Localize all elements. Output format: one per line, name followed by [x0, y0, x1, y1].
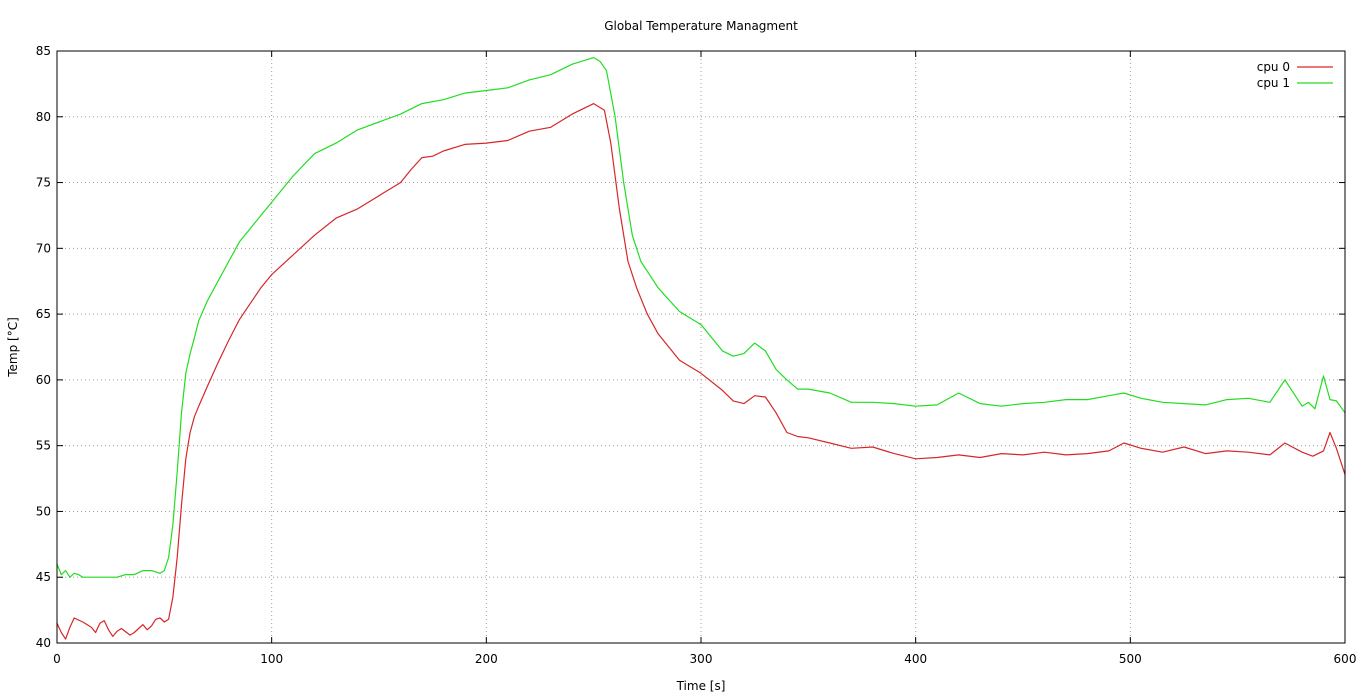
x-tick-label: 200 [475, 652, 498, 666]
y-tick-label: 40 [36, 636, 51, 650]
y-tick-label: 55 [36, 439, 51, 453]
legend-label: cpu 1 [1257, 76, 1290, 90]
y-tick-label: 85 [36, 44, 51, 58]
x-tick-label: 0 [53, 652, 61, 666]
y-tick-label: 45 [36, 570, 51, 584]
y-axis-title: Temp [°C] [6, 317, 20, 378]
y-tick-label: 65 [36, 307, 51, 321]
x-tick-label: 300 [690, 652, 713, 666]
x-tick-label: 400 [904, 652, 927, 666]
y-tick-label: 75 [36, 176, 51, 190]
label-layer: 0 100 200 300 400 500 600 40 45 50 55 60 65 70 75 80 85 [36, 44, 1357, 666]
series-line-cpu-0 [56, 102, 1346, 640]
grid-layer [57, 51, 1345, 643]
x-tick-label: 100 [260, 652, 283, 666]
y-tick-label: 80 [36, 110, 51, 124]
chart-title: Global Temperature Managment [604, 19, 798, 33]
y-tick-label: 50 [36, 504, 51, 518]
y-tick-label: 60 [36, 373, 51, 387]
series-line-cpu-1 [56, 56, 1346, 578]
legend: cpu 0 cpu 1 [1257, 60, 1333, 90]
tick-layer [56, 50, 1346, 644]
x-tick-label: 500 [1119, 652, 1142, 666]
legend-label: cpu 0 [1257, 60, 1290, 74]
series-layer [56, 56, 1346, 640]
x-axis-title: Time [s] [676, 679, 726, 693]
y-tick-label: 70 [36, 241, 51, 255]
x-tick-label: 600 [1334, 652, 1357, 666]
